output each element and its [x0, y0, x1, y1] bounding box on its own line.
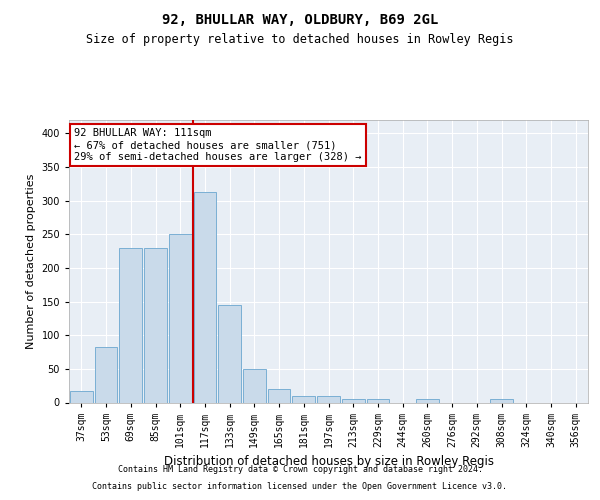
Y-axis label: Number of detached properties: Number of detached properties [26, 174, 36, 349]
Bar [317, 396, 340, 402]
Bar [490, 399, 513, 402]
Bar [367, 399, 389, 402]
Text: 92 BHULLAR WAY: 111sqm
← 67% of detached houses are smaller (751)
29% of semi-de: 92 BHULLAR WAY: 111sqm ← 67% of detached… [74, 128, 362, 162]
Bar [342, 399, 365, 402]
Text: 92, BHULLAR WAY, OLDBURY, B69 2GL: 92, BHULLAR WAY, OLDBURY, B69 2GL [162, 12, 438, 26]
Bar [119, 248, 142, 402]
Bar [70, 391, 93, 402]
Text: Contains public sector information licensed under the Open Government Licence v3: Contains public sector information licen… [92, 482, 508, 491]
Text: Contains HM Land Registry data © Crown copyright and database right 2024.: Contains HM Land Registry data © Crown c… [118, 465, 482, 474]
Bar [268, 389, 290, 402]
Bar [95, 346, 118, 403]
Text: Size of property relative to detached houses in Rowley Regis: Size of property relative to detached ho… [86, 32, 514, 46]
Bar [292, 396, 315, 402]
Bar [144, 248, 167, 402]
Bar [169, 234, 191, 402]
Bar [194, 192, 216, 402]
Bar [243, 369, 266, 402]
Bar [416, 399, 439, 402]
X-axis label: Distribution of detached houses by size in Rowley Regis: Distribution of detached houses by size … [163, 455, 493, 468]
Bar [218, 305, 241, 402]
